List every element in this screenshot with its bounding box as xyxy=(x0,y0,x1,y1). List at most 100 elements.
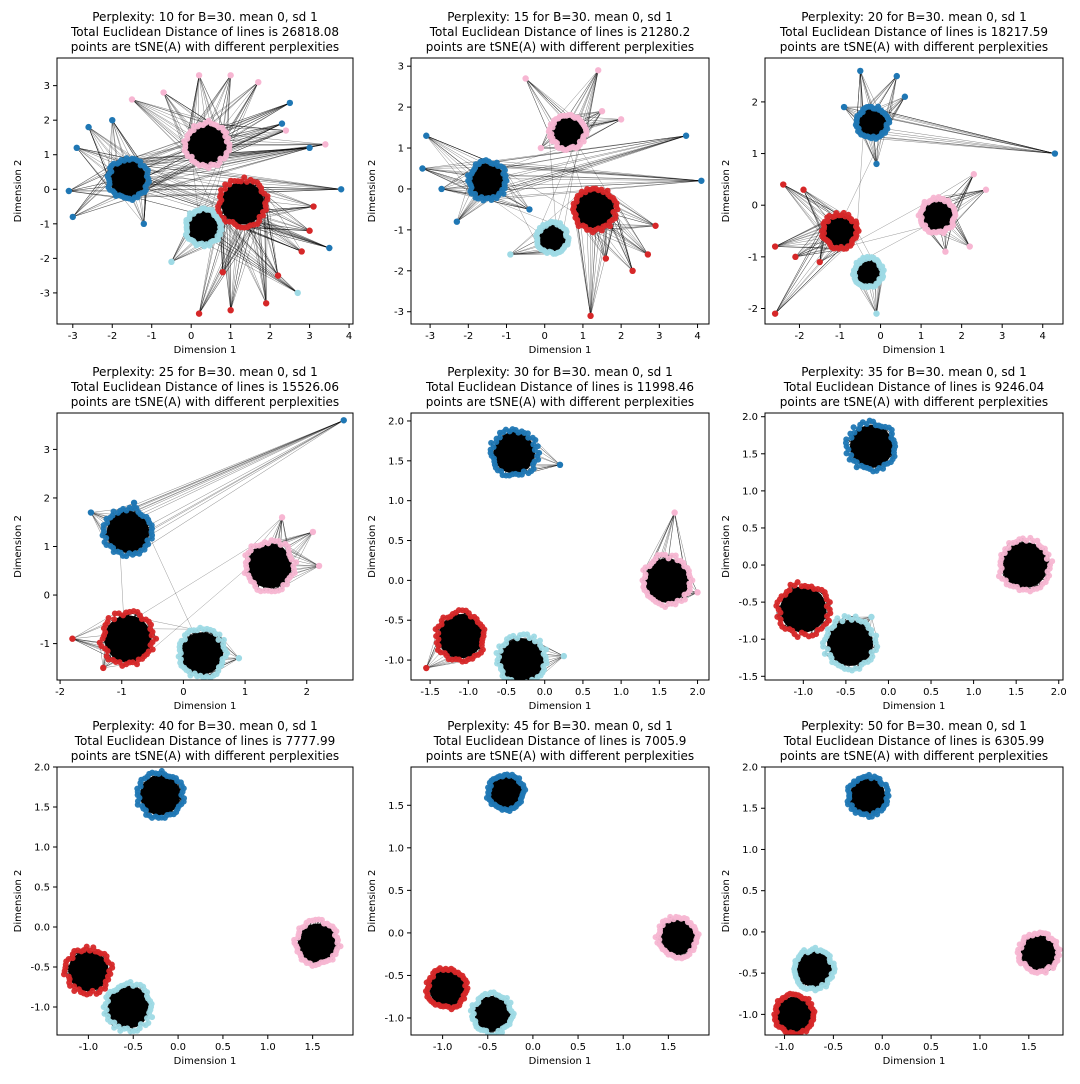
subplot-title: Perplexity: 10 for B=30. mean 0, sd 1 xyxy=(92,10,318,24)
data-point-outlier xyxy=(902,94,908,100)
x-tick-label: 2.0 xyxy=(690,687,706,698)
data-point xyxy=(144,1015,150,1021)
data-point-outlier xyxy=(868,614,874,620)
y-tick-label: 0 xyxy=(398,184,404,195)
data-point xyxy=(822,651,828,657)
data-point-outlier xyxy=(817,259,823,265)
y-tick-label: 1 xyxy=(752,149,758,160)
y-tick-label: 0.5 xyxy=(34,883,50,894)
connection-line xyxy=(955,190,986,213)
x-tick-label: 0 xyxy=(188,331,194,342)
y-tick-label: 2.0 xyxy=(34,763,50,774)
y-tick-label: -1 xyxy=(394,225,404,236)
data-point xyxy=(527,680,533,686)
data-point-outlier xyxy=(561,653,567,659)
data-point-outlier xyxy=(873,310,879,316)
connection-line xyxy=(602,231,648,255)
x-tick-label: -1 xyxy=(147,331,157,342)
subplot-total-distance: Total Euclidean Distance of lines is 182… xyxy=(779,25,1048,39)
data-point xyxy=(338,943,344,949)
scatter-points xyxy=(773,418,1055,674)
connection-lines xyxy=(775,71,1055,314)
subplot-total-distance: Total Euclidean Distance of lines is 268… xyxy=(70,25,339,39)
plot-area xyxy=(419,67,704,319)
data-point xyxy=(493,439,499,445)
x-tick-label: -1.0 xyxy=(79,1042,99,1053)
y-tick-label: 2 xyxy=(44,493,50,504)
y-tick-label: 3 xyxy=(44,445,50,456)
data-point-outlier xyxy=(522,75,528,81)
data-point xyxy=(610,209,616,215)
data-point xyxy=(951,215,957,221)
y-tick-label: 2.0 xyxy=(388,416,404,427)
connection-line xyxy=(289,532,313,554)
subplot-total-distance: Total Euclidean Distance of lines is 777… xyxy=(74,734,335,748)
y-tick-label: -2 xyxy=(748,304,758,315)
data-point xyxy=(544,660,550,666)
plot-area xyxy=(61,768,344,1035)
y-axis-label: Dimension 2 xyxy=(13,870,24,933)
data-point-outlier xyxy=(967,243,973,249)
y-tick-label: -0.5 xyxy=(384,616,404,627)
x-tick-label: 4 xyxy=(1040,331,1046,342)
data-point xyxy=(842,613,848,619)
data-point-outlier xyxy=(236,655,242,661)
y-axis-label: Dimension 2 xyxy=(13,515,24,578)
data-point-outlier xyxy=(287,100,293,106)
connection-line xyxy=(864,135,1055,153)
x-tick-label: -0.5 xyxy=(836,687,856,698)
subplot-total-distance: Total Euclidean Distance of lines is 155… xyxy=(70,380,339,394)
data-point-outlier xyxy=(526,206,532,212)
connection-line xyxy=(501,166,701,180)
connection-lines xyxy=(426,775,699,1036)
x-tick-label: 0.5 xyxy=(215,1042,231,1053)
data-point-outlier xyxy=(279,514,285,520)
data-point xyxy=(263,203,269,209)
x-tick-label: -3 xyxy=(425,331,435,342)
y-tick-label: 0 xyxy=(44,185,50,196)
data-point-outlier xyxy=(295,290,301,296)
x-axis-label: Dimension 1 xyxy=(174,701,237,712)
x-tick-label: 3 xyxy=(306,331,312,342)
x-tick-label: 2 xyxy=(958,331,964,342)
connection-line xyxy=(426,136,488,162)
connection-line xyxy=(164,93,191,132)
data-point-outlier xyxy=(85,124,91,130)
subplot-7: Perplexity: 40 for B=30. mean 0, sd 1Tot… xyxy=(13,719,353,1067)
data-point-outlier xyxy=(671,509,677,515)
x-tick-label: -1.0 xyxy=(459,687,479,698)
subplot-title: Perplexity: 15 for B=30. mean 0, sd 1 xyxy=(447,10,673,24)
data-point-outlier xyxy=(618,116,624,122)
connection-line xyxy=(89,127,118,164)
y-tick-label: 0.0 xyxy=(34,923,50,934)
connection-line xyxy=(426,136,475,198)
data-point-outlier xyxy=(841,104,847,110)
connection-lines xyxy=(64,771,341,1032)
subplot-subtitle: points are tSNE(A) with different perple… xyxy=(426,749,694,763)
x-tick-label: -1 xyxy=(502,331,512,342)
y-tick-label: 0.5 xyxy=(388,536,404,547)
data-point-outlier xyxy=(100,665,106,671)
subplot-8: Perplexity: 45 for B=30. mean 0, sd 1Tot… xyxy=(367,719,709,1067)
data-point-outlier xyxy=(310,203,316,209)
data-point-outlier xyxy=(595,67,601,73)
data-point xyxy=(111,616,117,622)
connection-line xyxy=(138,420,344,512)
data-point-outlier xyxy=(275,272,281,278)
x-tick-label: -2 xyxy=(107,331,117,342)
connection-line xyxy=(848,201,930,246)
data-point-outlier xyxy=(645,251,651,257)
y-tick-label: 0.0 xyxy=(742,561,758,572)
data-point-outlier xyxy=(306,228,312,234)
data-point-outlier xyxy=(629,268,635,274)
connection-line xyxy=(871,138,1055,153)
subplot-total-distance: Total Euclidean Distance of lines is 924… xyxy=(783,380,1044,394)
data-point xyxy=(479,636,485,642)
subplot-title: Perplexity: 25 for B=30. mean 0, sd 1 xyxy=(92,365,318,379)
x-tick-label: 2 xyxy=(304,687,310,698)
connection-line xyxy=(132,99,184,141)
data-point-outlier xyxy=(129,96,135,102)
data-point xyxy=(149,532,155,538)
y-tick-label: -1.0 xyxy=(738,635,758,646)
